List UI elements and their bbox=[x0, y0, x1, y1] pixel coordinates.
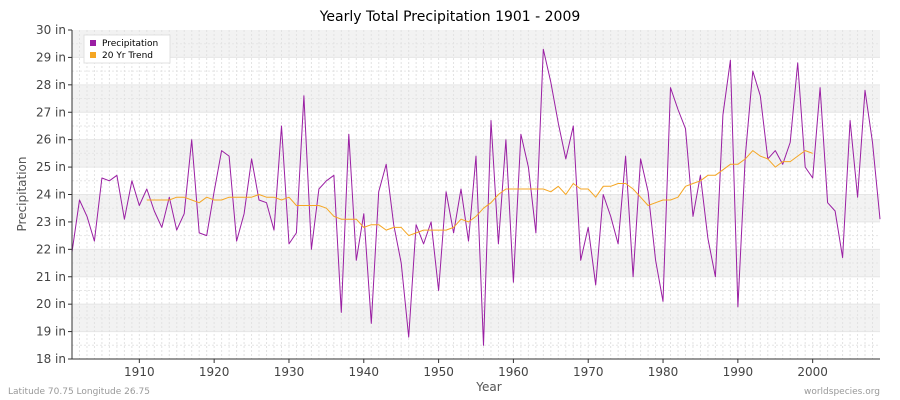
y-tick-label: 22 in bbox=[36, 242, 66, 256]
x-tick-label: 1980 bbox=[648, 365, 679, 379]
y-tick-label: 23 in bbox=[36, 215, 66, 229]
y-axis-ticks: 18 in 19 in 20 in 21 in 22 in 23 in 24 in 25 in… bbox=[36, 23, 72, 366]
legend-label-precipitation: Precipitation bbox=[102, 39, 158, 49]
grid-lines bbox=[72, 30, 880, 360]
x-tick-label: 1910 bbox=[124, 365, 155, 379]
y-tick-label: 21 in bbox=[36, 270, 66, 284]
precipitation-series-line bbox=[71, 48, 881, 346]
y-tick-label: 19 in bbox=[36, 325, 66, 339]
legend-label-trend: 20 Yr Trend bbox=[102, 51, 153, 61]
x-tick-label: 1930 bbox=[274, 365, 305, 379]
y-axis-label: Precipitation bbox=[15, 156, 29, 231]
y-tick-label: 27 in bbox=[36, 105, 66, 119]
x-tick-label: 1960 bbox=[498, 365, 529, 379]
y-tick-label: 18 in bbox=[36, 352, 66, 366]
legend-swatch-precipitation bbox=[90, 40, 96, 46]
y-tick-label: 24 in bbox=[36, 188, 66, 202]
legend: Precipitation 20 Yr Trend bbox=[83, 34, 171, 64]
legend-swatch-trend bbox=[90, 52, 96, 58]
y-tick-label: 26 in bbox=[36, 133, 66, 147]
legend-box bbox=[83, 34, 171, 64]
y-tick-label: 30 in bbox=[36, 23, 66, 37]
x-tick-label: 1970 bbox=[573, 365, 604, 379]
y-tick-label: 29 in bbox=[36, 50, 66, 64]
x-tick-label: 1920 bbox=[199, 365, 230, 379]
x-tick-label: 2000 bbox=[797, 365, 828, 379]
series-lines bbox=[71, 48, 881, 346]
footer-location: Latitude 70.75 Longitude 26.75 bbox=[8, 387, 150, 397]
footer-source: worldspecies.org bbox=[804, 387, 880, 397]
trend-series-line bbox=[146, 150, 813, 237]
y-tick-label: 25 in bbox=[36, 160, 66, 174]
y-tick-label: 20 in bbox=[36, 297, 66, 311]
chart-title: Yearly Total Precipitation 1901 - 2009 bbox=[319, 9, 581, 25]
x-axis-ticks: 1910 1920 1930 1940 1950 1960 1970 1980 1990 2000 bbox=[124, 359, 828, 379]
x-tick-label: 1950 bbox=[423, 365, 454, 379]
y-tick-label: 28 in bbox=[36, 78, 66, 92]
x-tick-label: 1990 bbox=[723, 365, 754, 379]
x-tick-label: 1940 bbox=[349, 365, 380, 379]
x-axis-label: Year bbox=[475, 380, 501, 394]
